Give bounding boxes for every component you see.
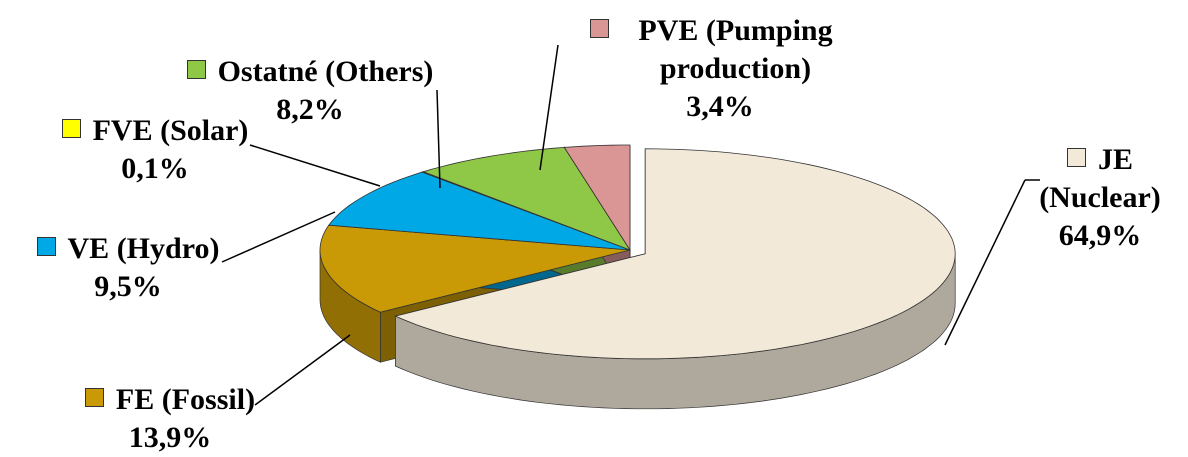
legend-swatch <box>84 388 104 407</box>
slice <box>394 148 956 360</box>
value-label: 64,9% <box>1058 219 1142 252</box>
legend-swatch <box>1066 148 1086 167</box>
value-label: 13,9% <box>128 421 212 454</box>
data-label: FVE (Solar) 0,1% <box>35 112 275 188</box>
leader-line <box>221 211 336 263</box>
leader-lines <box>221 44 1040 406</box>
legend-label: PVE (Pumping production) <box>638 14 833 85</box>
leader-line <box>944 179 1026 346</box>
legend-label: JE (Nuclear) <box>1039 143 1161 214</box>
leader-line <box>254 334 351 406</box>
legend-swatch <box>36 237 56 256</box>
legend-label: FVE (Solar) <box>92 114 249 147</box>
leader-line <box>249 144 381 187</box>
leader-line <box>539 44 559 171</box>
legend-label: FE (Fossil) <box>115 383 256 416</box>
value-label: 3,4% <box>686 90 754 123</box>
value-label: 8,2% <box>276 93 344 126</box>
data-label: FE (Fossil) 13,9% <box>55 381 285 457</box>
data-label: VE (Hydro) 9,5% <box>8 230 248 306</box>
legend-label: VE (Hydro) <box>67 232 220 265</box>
slice <box>319 224 631 313</box>
data-label: PVE (Pumping production) 3,4% <box>575 12 865 126</box>
slice <box>422 146 631 251</box>
value-label: 9,5% <box>94 270 162 303</box>
data-label: JE (Nuclear) 64,9% <box>1005 141 1188 255</box>
legend-label: Ostatné (Others) <box>217 55 434 88</box>
legend-swatch <box>186 60 206 79</box>
legend-swatch <box>589 19 609 38</box>
slice <box>563 144 631 252</box>
slice <box>328 171 631 251</box>
legend-swatch <box>61 119 81 138</box>
pie <box>319 144 956 410</box>
leader-line <box>436 89 441 189</box>
value-label: 0,1% <box>121 152 189 185</box>
data-label: Ostatné (Others) 8,2% <box>160 53 460 129</box>
